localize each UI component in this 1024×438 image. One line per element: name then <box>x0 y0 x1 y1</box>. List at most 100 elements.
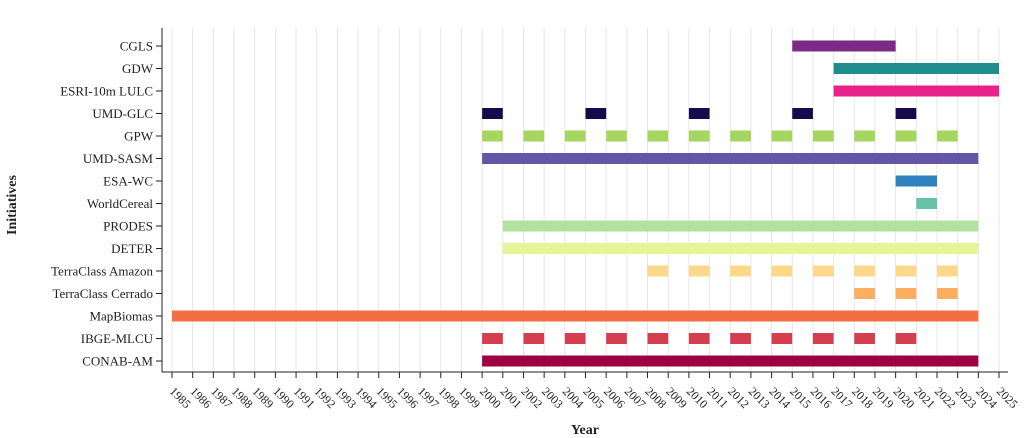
x-tick-label: 2025 <box>994 384 1021 411</box>
bar-segment-umd-glc <box>792 108 813 119</box>
bar-segment-terraclass-amazon <box>730 265 751 277</box>
y-tick-label: IBGE-MLCU <box>81 331 154 346</box>
y-tick-label: DETER <box>111 241 153 256</box>
x-tick-label: 2001 <box>498 384 525 411</box>
y-tick-label: ESA-WC <box>103 174 153 189</box>
bar-segment-prodes <box>502 220 979 232</box>
bar-segment-gpw <box>482 130 503 142</box>
y-tick-label: GPW <box>124 129 154 144</box>
bar-segment-esri-10m-lulc <box>833 85 999 97</box>
x-tick-label: 2006 <box>601 384 628 411</box>
bar-segment-worldcereal <box>916 198 937 209</box>
y-tick-label: PRODES <box>103 219 153 234</box>
bar-segment-ibge-mlcu <box>482 333 503 344</box>
x-tick-label: 1990 <box>270 384 297 411</box>
bar-segment-terraclass-amazon <box>854 265 875 277</box>
bar-segment-ibge-mlcu <box>523 333 545 344</box>
x-tick-label: 1988 <box>229 384 256 411</box>
x-tick-label: 2020 <box>891 384 918 411</box>
x-tick-label: 1998 <box>436 384 463 411</box>
bar-segment-conab-am <box>482 355 979 367</box>
bar-segment-ibge-mlcu <box>812 333 834 344</box>
bar-segment-ibge-mlcu <box>730 333 751 344</box>
x-tick-label: 2018 <box>849 384 876 411</box>
bar-segment-ibge-mlcu <box>771 333 793 344</box>
x-axis-title: Year <box>571 423 599 438</box>
bar-segment-terraclass-amazon <box>771 265 793 277</box>
bar-segment-ibge-mlcu <box>854 333 875 344</box>
bar-segment-umd-glc <box>482 108 503 119</box>
bar-segment-terraclass-amazon <box>895 265 917 277</box>
bar-segment-ibge-mlcu <box>647 333 669 344</box>
x-tick-label: 1996 <box>394 384 421 411</box>
bars <box>172 40 999 367</box>
bar-segment-esa-wc <box>895 175 937 187</box>
y-tick-label: TerraClass Amazon <box>51 264 153 279</box>
x-tick-label: 2002 <box>518 384 545 411</box>
x-tick-label: 2024 <box>973 384 1000 411</box>
bar-segment-gpw <box>564 130 586 142</box>
bar-segment-terraclass-amazon <box>647 265 669 277</box>
y-tick-label: GDW <box>122 61 154 76</box>
bar-segment-mapbiomas <box>172 310 979 322</box>
bar-segment-gpw <box>854 130 875 142</box>
x-tick-label: 2000 <box>477 384 504 411</box>
x-tick-label: 2013 <box>746 384 773 411</box>
bar-segment-ibge-mlcu <box>688 333 710 344</box>
x-tick-label: 2009 <box>663 384 690 411</box>
x-tick-label: 1986 <box>188 384 215 411</box>
bar-segment-gdw <box>833 63 999 74</box>
y-tick-label: WorldCereal <box>87 196 153 211</box>
bar-segment-gpw <box>688 130 710 142</box>
x-tick-label: 2012 <box>725 384 752 411</box>
bar-segment-terraclass-cerrado <box>895 288 917 299</box>
x-tick-labels: 1985198619871988198919901991199219931994… <box>167 372 1021 411</box>
bar-segment-terraclass-amazon <box>688 265 710 277</box>
x-tick-label: 1997 <box>415 384 442 411</box>
bar-segment-umd-glc <box>585 108 607 119</box>
bar-segment-terraclass-amazon <box>812 265 834 277</box>
y-tick-labels: CGLS GDW ESRI-10m LULC UMD-GLC GPW UMD-SASM ES… <box>51 39 162 369</box>
x-tick-label: 2017 <box>828 384 855 411</box>
bar-segment-ibge-mlcu <box>895 333 917 344</box>
bar-segment-gpw <box>523 130 545 142</box>
x-tick-label: 1991 <box>291 384 318 411</box>
bar-segment-deter <box>502 243 979 254</box>
bar-segment-umd-glc <box>688 108 710 119</box>
x-tick-label: 2022 <box>932 384 959 411</box>
bar-segment-ibge-mlcu <box>606 333 627 344</box>
bar-segment-gpw <box>606 130 627 142</box>
y-tick-label: TerraClass Cerrado <box>52 286 153 301</box>
bar-segment-gpw <box>895 130 917 142</box>
bar-segment-gpw <box>771 130 793 142</box>
x-tick-label: 2007 <box>622 384 649 411</box>
x-tick-label: 1993 <box>332 384 359 411</box>
bar-segment-ibge-mlcu <box>564 333 586 344</box>
x-tick-label: 2016 <box>808 384 835 411</box>
bar-segment-terraclass-cerrado <box>854 288 875 299</box>
x-tick-label: 1989 <box>250 384 277 411</box>
x-tick-label: 2019 <box>870 384 897 411</box>
y-axis-title: Initiatives <box>5 175 20 235</box>
bar-segment-terraclass-cerrado <box>936 288 958 299</box>
x-tick-label: 1994 <box>353 384 380 411</box>
y-tick-label: CONAB-AM <box>82 354 153 369</box>
x-tick-label: 1995 <box>374 384 401 411</box>
x-tick-label: 2004 <box>560 384 587 411</box>
x-tick-label: 2023 <box>953 384 980 411</box>
bar-segment-umd-glc <box>895 108 917 119</box>
x-tick-label: 2010 <box>684 384 711 411</box>
x-tick-label: 2021 <box>911 384 938 411</box>
bar-segment-umd-sasm <box>482 153 979 164</box>
bar-segment-gpw <box>647 130 669 142</box>
x-tick-label: 2015 <box>787 384 814 411</box>
bar-segment-terraclass-amazon <box>936 265 958 277</box>
bar-segment-gpw <box>812 130 834 142</box>
x-tick-label: 1987 <box>208 384 235 411</box>
y-tick-label: CGLS <box>120 39 153 54</box>
x-tick-label: 2003 <box>539 384 566 411</box>
bar-segment-gpw <box>730 130 751 142</box>
x-tick-label: 2008 <box>642 384 669 411</box>
x-tick-label: 2014 <box>766 384 793 411</box>
